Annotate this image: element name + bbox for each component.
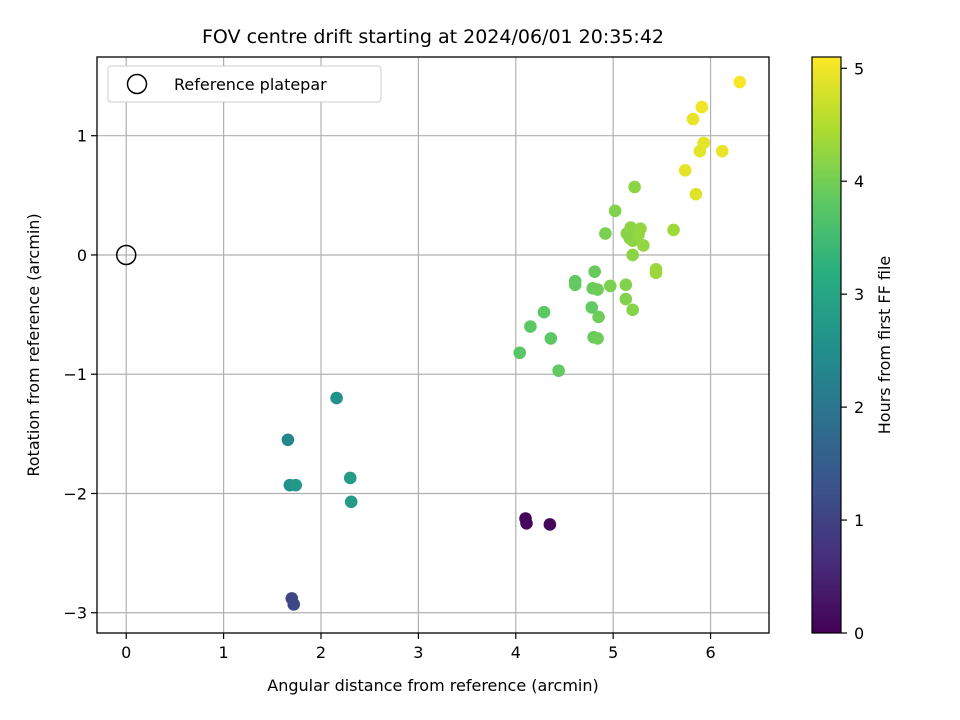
legend-label: Reference platepar — [174, 75, 327, 94]
y-axis-ticks: −3 −2 −1 0 1 — [63, 127, 97, 623]
data-point — [585, 301, 599, 314]
data-points — [281, 75, 747, 611]
x-axis-label: Angular distance from reference (arcmin) — [267, 676, 598, 695]
data-point — [599, 227, 612, 240]
x-tick-label: 1 — [219, 643, 229, 662]
x-axis-ticks: 0 1 2 3 4 5 6 — [121, 633, 716, 662]
y-tick-label: −3 — [63, 604, 87, 623]
data-point — [591, 283, 604, 296]
chart-title: FOV centre drift starting at 2024/06/01 … — [202, 26, 664, 48]
data-point — [626, 303, 639, 317]
legend-marker-icon — [126, 73, 148, 95]
data-point — [733, 75, 747, 89]
data-point — [689, 187, 703, 201]
data-point — [715, 144, 729, 158]
data-point — [626, 248, 639, 262]
y-axis-label: Rotation from reference (arcmin) — [24, 213, 43, 476]
data-point — [281, 433, 295, 447]
data-point — [678, 163, 692, 177]
data-point — [619, 292, 633, 306]
data-point — [544, 332, 558, 345]
colorbar-ticks: 0 1 2 3 4 5 — [841, 59, 864, 643]
y-tick-label: −1 — [63, 365, 87, 384]
legend-box — [107, 65, 382, 103]
data-point — [628, 180, 641, 194]
x-tick-label: 5 — [608, 643, 618, 662]
colorbar-tick-label: 4 — [854, 172, 864, 191]
data-point — [619, 278, 633, 292]
data-point — [568, 278, 582, 292]
data-point — [343, 471, 357, 485]
data-point — [603, 279, 617, 293]
data-point — [667, 223, 680, 237]
plot-frame — [96, 56, 770, 634]
colorbar-tick-label: 0 — [854, 624, 864, 643]
x-tick-label: 6 — [705, 643, 715, 662]
colorbar-tick-label: 2 — [854, 398, 864, 417]
colorbar-tick-label: 5 — [854, 59, 864, 78]
data-point — [552, 364, 565, 377]
data-point — [591, 332, 604, 345]
x-tick-label: 0 — [121, 643, 131, 662]
colorbar-gradient — [811, 56, 842, 634]
grid-lines — [97, 57, 769, 633]
reference-platepar-marker — [115, 244, 137, 266]
data-point — [637, 239, 650, 252]
data-point — [344, 495, 358, 509]
x-tick-label: 3 — [413, 643, 423, 662]
data-point — [287, 598, 301, 611]
y-tick-label: −2 — [63, 484, 87, 503]
data-point — [592, 310, 605, 324]
x-tick-label: 2 — [316, 643, 326, 662]
data-point — [537, 305, 551, 319]
data-point — [608, 204, 622, 218]
data-point — [686, 112, 700, 126]
data-point — [513, 346, 526, 360]
data-point — [520, 516, 533, 530]
data-point — [697, 136, 711, 150]
data-point — [588, 265, 601, 278]
colorbar-label: Hours from first FF file — [875, 256, 894, 435]
legend: Reference platepar — [107, 65, 382, 103]
colorbar: 0 1 2 3 4 5 Hours from first FF file — [811, 56, 894, 643]
data-point — [289, 478, 302, 492]
data-point — [649, 266, 663, 280]
y-tick-label: 1 — [77, 127, 87, 146]
x-tick-label: 4 — [511, 643, 521, 662]
data-point — [330, 391, 343, 405]
y-tick-label: 0 — [77, 246, 87, 265]
data-point — [634, 222, 647, 236]
data-point — [524, 320, 537, 333]
colorbar-tick-label: 1 — [854, 511, 864, 530]
colorbar-tick-label: 3 — [854, 285, 864, 304]
data-point — [695, 100, 709, 114]
data-point — [543, 518, 557, 531]
